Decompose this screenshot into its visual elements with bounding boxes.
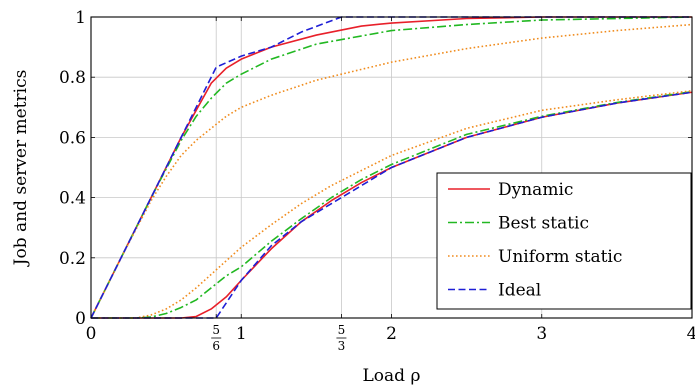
series-line-lower xyxy=(91,89,693,319)
legend-entry: Uniform static xyxy=(448,247,622,267)
legend-label: Uniform static xyxy=(498,247,622,267)
y-tick-label: 1 xyxy=(75,8,86,28)
x-tick-denominator: 3 xyxy=(338,339,346,353)
x-tick-labels: 0 561 532 3 4 xyxy=(86,323,695,353)
y-tick-label: 0.8 xyxy=(59,68,86,88)
legend-entry: Dynamic xyxy=(448,180,573,200)
x-tick-label: 3 xyxy=(536,324,547,344)
x-tick-denominator: 6 xyxy=(212,339,220,353)
legend: Dynamic Best static Uniform static Ideal xyxy=(436,172,692,310)
y-tick-label: 0.6 xyxy=(59,128,86,148)
y-axis-title: Job and server metrics xyxy=(11,70,31,268)
y-tick-label: 0 xyxy=(75,309,86,329)
legend-box xyxy=(436,172,692,310)
legend-label: Ideal xyxy=(498,281,541,301)
legend-entry: Best static xyxy=(448,214,589,234)
legend-label: Best static xyxy=(498,214,589,234)
legend-label: Dynamic xyxy=(498,180,573,200)
y-tick-label: 0.2 xyxy=(59,249,86,269)
x-tick-label: 1 xyxy=(236,324,247,344)
x-tick-fraction: 53 xyxy=(336,323,347,353)
y-tick-label: 0.4 xyxy=(59,189,86,209)
legend-entry: Ideal xyxy=(448,281,541,301)
y-tick-labels: 0 0.2 0.4 0.6 0.8 1 xyxy=(59,8,86,329)
x-tick-numerator: 5 xyxy=(338,323,346,337)
series-line-lower xyxy=(91,90,693,319)
x-tick-label: 0 xyxy=(86,324,97,344)
series-line-upper xyxy=(90,16,693,319)
x-tick-numerator: 5 xyxy=(212,323,220,337)
x-tick-fraction: 56 xyxy=(211,323,222,353)
series-uniform-static xyxy=(90,23,693,319)
x-tick-label: 4 xyxy=(687,324,695,344)
series-best-static xyxy=(90,16,693,319)
x-tick-label: 2 xyxy=(386,324,397,344)
x-axis-title: Load ρ xyxy=(363,366,421,386)
